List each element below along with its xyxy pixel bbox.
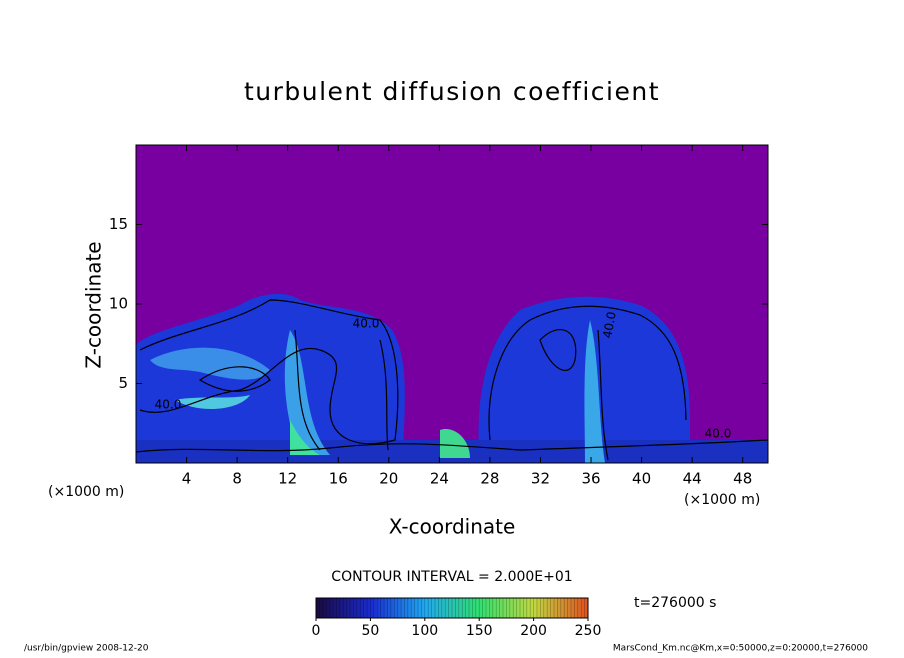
x-axis-label: X-coordinate bbox=[389, 515, 516, 539]
time-label: t=276000 s bbox=[634, 595, 716, 611]
contour-line bbox=[488, 305, 687, 441]
contour-line bbox=[198, 366, 271, 392]
field-region bbox=[150, 347, 270, 380]
colorbar-tick-label: 100 bbox=[411, 623, 438, 639]
contour-interval: CONTOUR INTERVAL = 2.000E+01 bbox=[331, 569, 572, 585]
x-tick-label: 24 bbox=[430, 470, 449, 488]
field-region bbox=[584, 320, 605, 463]
colorbar-tick-label: 50 bbox=[361, 623, 379, 639]
field-region bbox=[478, 296, 690, 463]
field bbox=[136, 293, 768, 463]
x-tick-label: 28 bbox=[480, 470, 499, 488]
x-tick-label: 40 bbox=[632, 470, 651, 488]
footer: /usr/bin/gpview 2008-12-20 bbox=[24, 644, 149, 654]
contour-line bbox=[136, 439, 768, 453]
x-tick-label: 16 bbox=[329, 470, 348, 488]
colorbar-tick-label: 250 bbox=[575, 623, 602, 639]
x-unit-label: (×1000 m) bbox=[48, 484, 124, 500]
contour-line bbox=[139, 299, 399, 445]
colorbar-tick-label: 150 bbox=[466, 623, 493, 639]
contour-label: 40.0 bbox=[353, 317, 380, 331]
y-axis-label: Z-coordinate bbox=[82, 241, 106, 368]
x-tick-label: 20 bbox=[379, 470, 398, 488]
field-region bbox=[440, 429, 470, 458]
y-tick-label: 10 bbox=[109, 295, 128, 313]
chart-title: turbulent diffusion coefficient bbox=[244, 77, 660, 106]
colorbar-tick-label: 0 bbox=[312, 623, 321, 639]
field-region bbox=[290, 420, 320, 455]
y-tick-label: 15 bbox=[109, 215, 128, 233]
x-tick-label: 36 bbox=[581, 470, 600, 488]
x-tick-label: 4 bbox=[182, 470, 192, 488]
x-tick-label: 8 bbox=[232, 470, 242, 488]
contour-label: 40.0 bbox=[155, 398, 182, 412]
field-region bbox=[136, 293, 405, 463]
colorbar bbox=[315, 597, 589, 619]
x-tick-label: 12 bbox=[278, 470, 297, 488]
field-region bbox=[284, 330, 330, 455]
x-tick-label: 48 bbox=[733, 470, 752, 488]
contour-label: 40.0 bbox=[600, 311, 618, 340]
y-tick-label: 5 bbox=[118, 374, 128, 392]
contour-label: 40.0 bbox=[705, 427, 732, 441]
field-region bbox=[175, 395, 250, 410]
contour-line bbox=[539, 329, 577, 371]
x-unit-label: (×1000 m) bbox=[684, 492, 760, 508]
x-tick-label: 32 bbox=[531, 470, 550, 488]
colorbar-tick-label: 200 bbox=[520, 623, 547, 639]
x-tick-label: 44 bbox=[683, 470, 702, 488]
footer: MarsCond_Km.nc@Km,x=0:50000,z=0:20000,t=… bbox=[613, 644, 868, 654]
